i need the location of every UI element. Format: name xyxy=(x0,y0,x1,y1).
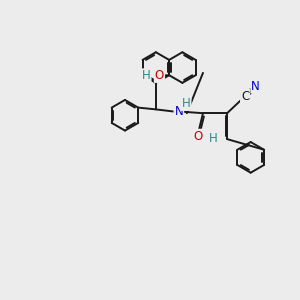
Text: N: N xyxy=(175,105,183,118)
Text: H: H xyxy=(208,132,217,145)
Text: O: O xyxy=(155,69,164,82)
Text: C: C xyxy=(241,90,249,103)
Text: O: O xyxy=(193,130,202,143)
Text: N: N xyxy=(251,80,260,93)
Text: H: H xyxy=(182,97,190,110)
Text: H: H xyxy=(142,69,151,82)
